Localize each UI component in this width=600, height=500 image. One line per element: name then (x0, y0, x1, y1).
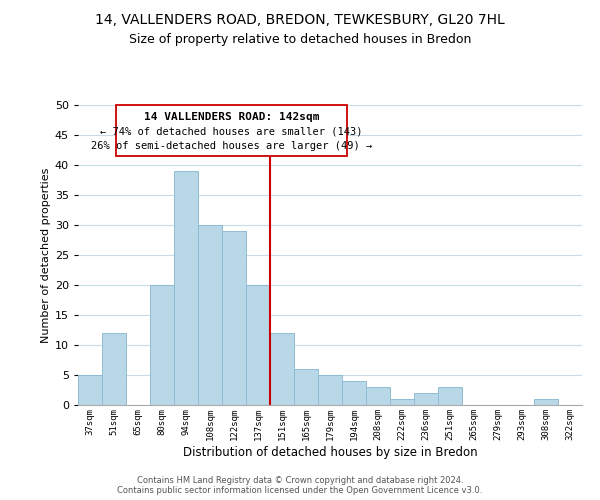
Text: 14, VALLENDERS ROAD, BREDON, TEWKESBURY, GL20 7HL: 14, VALLENDERS ROAD, BREDON, TEWKESBURY,… (95, 12, 505, 26)
Bar (198, 225, 222, 405)
Bar (534, 399, 558, 405)
Bar (150, 285, 174, 405)
Text: Size of property relative to detached houses in Bredon: Size of property relative to detached ho… (129, 32, 471, 46)
Bar (174, 171, 198, 405)
Text: Contains HM Land Registry data © Crown copyright and database right 2024.: Contains HM Land Registry data © Crown c… (137, 476, 463, 485)
Text: ← 74% of detached houses are smaller (143): ← 74% of detached houses are smaller (14… (100, 126, 363, 136)
Bar (246, 285, 270, 405)
Bar (342, 381, 366, 405)
Text: Contains public sector information licensed under the Open Government Licence v3: Contains public sector information licen… (118, 486, 482, 495)
FancyBboxPatch shape (116, 105, 347, 156)
Bar (294, 369, 318, 405)
Y-axis label: Number of detached properties: Number of detached properties (41, 168, 50, 342)
Text: 14 VALLENDERS ROAD: 142sqm: 14 VALLENDERS ROAD: 142sqm (144, 112, 319, 122)
Bar (270, 333, 294, 405)
Bar (366, 387, 390, 405)
X-axis label: Distribution of detached houses by size in Bredon: Distribution of detached houses by size … (182, 446, 478, 458)
Text: 26% of semi-detached houses are larger (49) →: 26% of semi-detached houses are larger (… (91, 141, 372, 151)
Bar (318, 375, 342, 405)
Bar (102, 333, 126, 405)
Bar (222, 231, 246, 405)
Bar (438, 387, 462, 405)
Bar (390, 399, 414, 405)
Bar (414, 393, 438, 405)
Bar (78, 375, 102, 405)
